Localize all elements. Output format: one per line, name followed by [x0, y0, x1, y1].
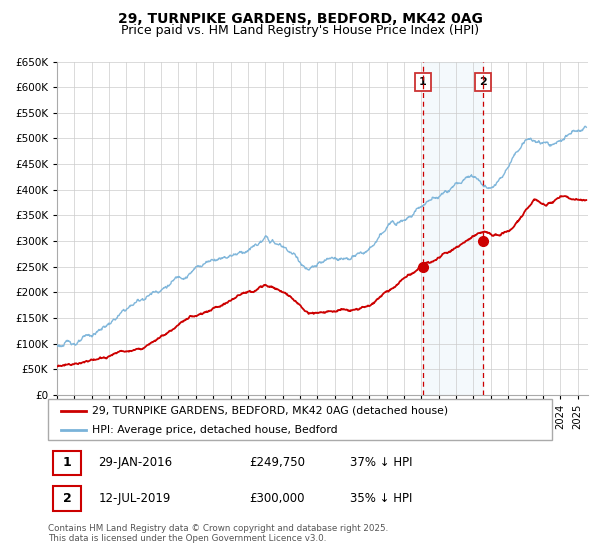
Text: 1: 1	[62, 456, 71, 469]
Text: Contains HM Land Registry data © Crown copyright and database right 2025.
This d: Contains HM Land Registry data © Crown c…	[48, 524, 388, 543]
Text: Price paid vs. HM Land Registry's House Price Index (HPI): Price paid vs. HM Land Registry's House …	[121, 24, 479, 36]
Text: 1: 1	[419, 77, 427, 87]
Text: £249,750: £249,750	[250, 456, 305, 469]
Bar	[53, 487, 81, 511]
Text: 12-JUL-2019: 12-JUL-2019	[98, 492, 171, 505]
Text: 35% ↓ HPI: 35% ↓ HPI	[350, 492, 413, 505]
Text: HPI: Average price, detached house, Bedford: HPI: Average price, detached house, Bedf…	[92, 424, 338, 435]
Text: 29, TURNPIKE GARDENS, BEDFORD, MK42 0AG: 29, TURNPIKE GARDENS, BEDFORD, MK42 0AG	[118, 12, 482, 26]
Text: 29-JAN-2016: 29-JAN-2016	[98, 456, 173, 469]
Bar	[423, 62, 483, 395]
Text: £300,000: £300,000	[250, 492, 305, 505]
Bar	[53, 451, 81, 475]
Text: 2: 2	[62, 492, 71, 505]
Text: 37% ↓ HPI: 37% ↓ HPI	[350, 456, 413, 469]
Text: 2: 2	[479, 77, 487, 87]
Text: 29, TURNPIKE GARDENS, BEDFORD, MK42 0AG (detached house): 29, TURNPIKE GARDENS, BEDFORD, MK42 0AG …	[92, 405, 448, 416]
